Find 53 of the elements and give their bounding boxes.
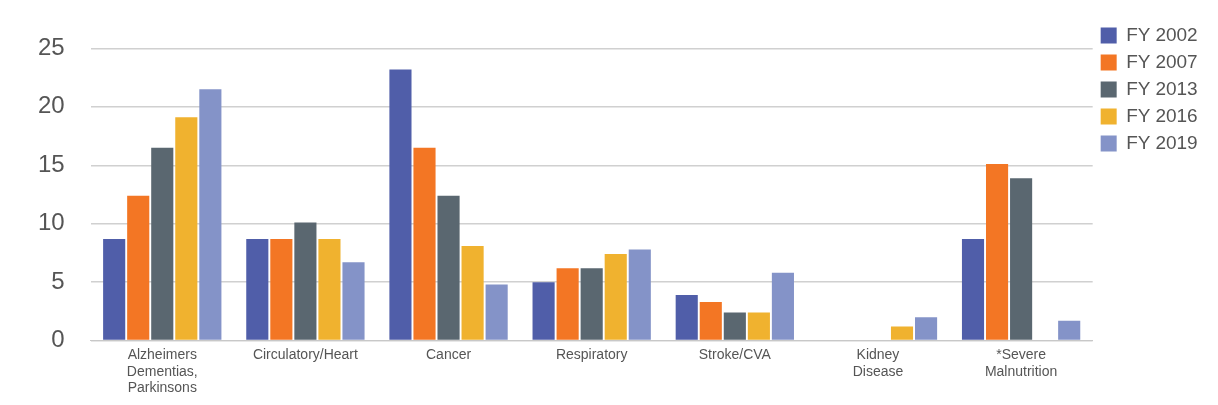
- bar: [604, 254, 627, 340]
- x-tick-label: Stroke/CVA: [698, 345, 772, 362]
- bar: [915, 317, 938, 340]
- bar: [747, 312, 770, 340]
- bar: [199, 89, 222, 340]
- category-label: *Severe: [996, 345, 1047, 362]
- bar: [1010, 178, 1033, 340]
- bar: [151, 147, 174, 340]
- category-label: Disease: [852, 362, 904, 379]
- bar: [890, 326, 914, 340]
- x-tick-label: Cancer: [425, 345, 472, 362]
- bar: [103, 238, 126, 340]
- category-label: Parkinsons: [127, 379, 197, 396]
- bar: [294, 222, 317, 340]
- bar: [580, 268, 603, 340]
- y-tick-label: 5: [51, 266, 65, 294]
- bar: [318, 238, 341, 340]
- x-tick-label: Respiratory: [555, 345, 628, 362]
- bar: [986, 164, 1009, 340]
- category-label: Alzheimers: [127, 345, 197, 362]
- bar: [699, 302, 722, 340]
- bar: [628, 249, 651, 340]
- bar: [723, 312, 746, 340]
- bar: [961, 238, 985, 340]
- legend-label: FY 2019: [1126, 131, 1198, 153]
- bar: [437, 195, 460, 340]
- bar: [556, 268, 579, 340]
- y-tick-label: 0: [51, 325, 65, 353]
- bar: [127, 195, 150, 340]
- bar: [246, 238, 269, 340]
- y-tick-label: 25: [37, 33, 65, 61]
- legend-label: FY 2016: [1126, 104, 1198, 126]
- y-tick-label: 15: [37, 149, 65, 177]
- bar: [532, 282, 555, 340]
- bar: [461, 245, 484, 340]
- bar: [413, 147, 436, 340]
- bar: [485, 284, 508, 340]
- category-label: Dementias,: [126, 362, 198, 379]
- bar: [675, 295, 698, 340]
- category-label: Malnutrition: [984, 362, 1058, 379]
- bar: [389, 69, 412, 340]
- category-label: Kidney: [856, 345, 900, 362]
- bar: [342, 262, 365, 340]
- x-tick-label: Circulatory/Heart: [252, 345, 359, 362]
- legend-label: FY 2002: [1126, 23, 1198, 45]
- legend-label: FY 2013: [1126, 77, 1198, 99]
- bar: [1058, 320, 1081, 340]
- legend-label: FY 2007: [1126, 50, 1198, 72]
- bar: [175, 117, 198, 340]
- y-tick-label: 10: [37, 208, 65, 236]
- bar: [270, 238, 293, 340]
- y-tick-label: 20: [37, 91, 65, 119]
- bar: [771, 272, 794, 340]
